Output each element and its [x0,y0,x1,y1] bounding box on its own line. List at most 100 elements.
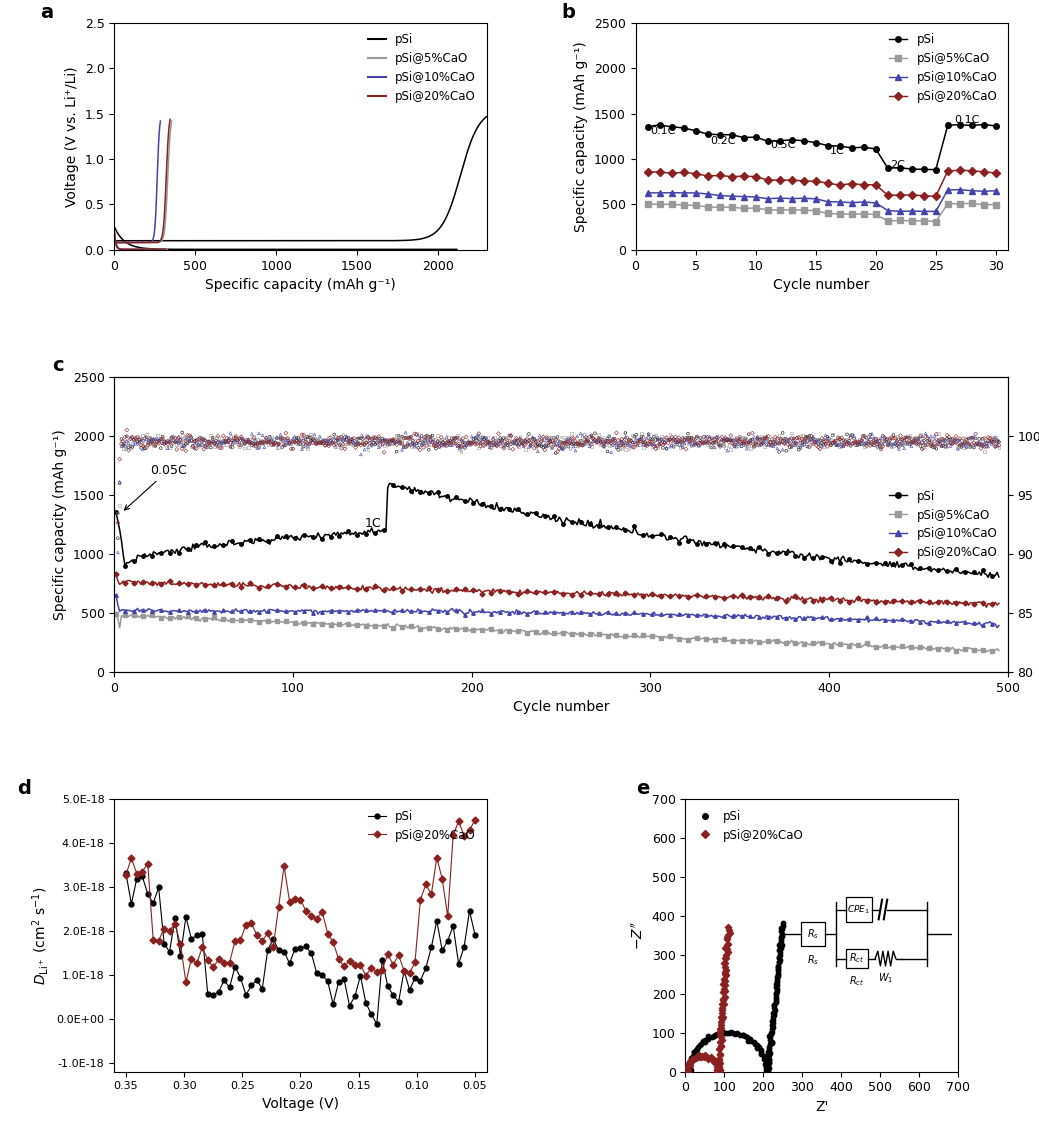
Point [543,432,560,450]
Point [270,434,287,453]
Point [863,433,880,451]
Point [148,437,164,455]
Point [771,947,788,966]
Point [794,434,810,453]
Point [255,434,271,453]
Point [844,434,860,453]
Point [356,431,373,449]
Point [814,437,830,455]
Point [707,430,723,448]
Point [687,434,703,453]
Point [699,1049,716,1067]
Point [351,435,368,454]
Point [295,426,312,445]
Point [841,432,857,450]
Point [138,430,155,448]
Point [746,428,763,446]
Point [473,434,489,453]
Point [265,435,282,454]
Point [442,435,458,454]
Point [183,431,199,449]
Point [880,437,897,455]
Point [890,435,907,454]
Point [917,435,934,454]
Point [562,430,579,448]
Point [172,431,189,449]
Point [697,432,714,450]
Point [592,435,609,454]
Point [523,434,539,453]
Point [612,437,629,455]
Point [766,433,782,451]
Point [463,432,480,450]
Point [503,435,520,454]
Point [537,437,554,455]
Point [987,438,1004,456]
Point [716,970,732,988]
Point [312,433,328,451]
Point [422,431,438,449]
Point [637,433,654,451]
Point [344,430,361,448]
Point [714,431,730,449]
Point [203,433,219,451]
Point [499,435,515,454]
Point [205,432,221,450]
Point [778,430,795,448]
Point [181,432,197,450]
Point [314,433,330,451]
Point [349,433,366,451]
Point [697,433,714,451]
Point [722,431,739,449]
Point [518,430,535,448]
Point [717,950,734,968]
Point [136,439,153,457]
Point [716,988,732,1007]
Point [704,429,721,447]
Point [481,434,498,453]
Point [762,1034,778,1052]
Point [707,1052,723,1070]
Point [687,430,703,448]
Point [712,1053,728,1072]
Point [145,430,162,448]
Point [969,434,986,453]
Point [677,440,694,458]
Point [213,434,230,453]
Point [950,439,966,457]
Point [762,433,778,451]
Point [758,428,775,446]
Point [855,435,872,454]
Point [826,431,843,449]
Point [640,426,657,445]
Point [781,434,798,453]
Point [135,437,152,455]
Point [329,431,346,449]
Point [292,435,309,454]
Point [773,430,790,448]
Point [719,429,736,447]
Point [865,431,882,449]
Point [210,433,227,451]
Point [787,434,803,453]
Point [821,434,837,453]
Point [135,440,152,458]
Point [543,429,560,447]
Point [881,430,898,448]
Point [710,432,726,450]
Point [702,429,719,447]
Point [913,430,930,448]
Point [492,437,509,455]
Point [290,429,307,447]
Point [494,431,510,449]
Point [517,435,534,454]
Point [438,434,455,453]
Point [694,1032,711,1050]
Point [428,434,445,453]
Point [848,433,864,451]
Point [528,438,544,456]
Point [283,432,299,450]
Point [766,996,782,1015]
Point [769,439,785,457]
Point [773,922,790,940]
